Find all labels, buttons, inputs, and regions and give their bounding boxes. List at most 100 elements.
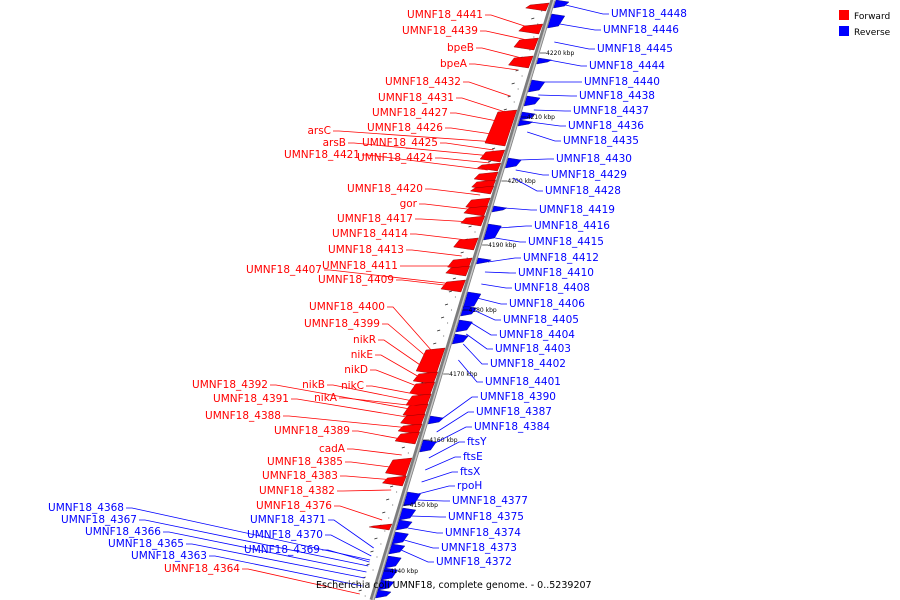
reverse-connector — [533, 109, 571, 112]
forward-connector — [406, 249, 462, 257]
reverse-gene-label: UMNF18_4405 — [503, 314, 579, 326]
legend-swatch-reverse — [839, 26, 849, 36]
reverse-connector — [538, 94, 577, 97]
forward-gene-label: UMNF18_4421 — [284, 149, 360, 161]
forward-gene-label: UMNF18_4426 — [367, 122, 443, 134]
legend-label-forward: Forward — [854, 12, 890, 22]
forward-gene-label: UMNF18_4388 — [205, 410, 281, 422]
forward-gene-label: UMNF18_4391 — [213, 393, 289, 405]
forward-gene-label: UMNF18_4425 — [362, 137, 438, 149]
reverse-feature — [505, 157, 522, 169]
forward-connector — [469, 63, 518, 71]
reverse-connector — [477, 297, 507, 305]
reverse-feature — [553, 0, 570, 9]
reverse-gene-label: UMNF18_4436 — [568, 120, 644, 132]
forward-connector — [291, 398, 413, 419]
reverse-connector — [484, 271, 516, 274]
reverse-feature — [375, 589, 392, 599]
forward-connector — [410, 233, 467, 241]
reverse-feature — [419, 439, 437, 453]
reverse-connector — [421, 471, 458, 483]
forward-feature — [469, 185, 495, 195]
reverse-gene-label: UMNF18_4390 — [480, 391, 556, 403]
reverse-gene-label: UMNF18_4440 — [584, 76, 660, 88]
reverse-feature — [455, 319, 473, 333]
forward-connector — [348, 142, 492, 157]
reverse-feature — [519, 111, 536, 121]
forward-gene-label: UMNF18_4427 — [372, 107, 448, 119]
reverse-connector — [209, 555, 363, 587]
reverse-feature — [527, 79, 546, 93]
reverse-connector — [411, 515, 446, 518]
reverse-gene-label: UMNF18_4416 — [534, 220, 610, 232]
forward-connector — [362, 154, 488, 171]
minor-mark — [460, 251, 464, 254]
reverse-gene-label: UMNF18_4365 — [108, 538, 184, 550]
forward-gene-label: nikB — [302, 379, 325, 391]
tick-label: 4160 kbp — [429, 437, 457, 444]
forward-gene-label: UMNF18_4389 — [274, 425, 350, 437]
reverse-connector — [481, 283, 512, 289]
reverse-feature — [427, 415, 444, 425]
forward-connector — [485, 14, 531, 29]
forward-gene-label: UMNF18_4376 — [256, 500, 332, 512]
forward-connector — [334, 505, 383, 521]
reverse-connector — [527, 131, 561, 142]
forward-gene-label: UMNF18_4383 — [262, 470, 338, 482]
reverse-gene-label: UMNF18_4369 — [244, 544, 320, 556]
minor-mark — [515, 69, 519, 72]
reverse-gene-label: UMNF18_4368 — [48, 502, 124, 514]
tick-label: 4150 kbp — [410, 502, 438, 509]
reverse-gene-label: UMNF18_4374 — [445, 527, 521, 539]
reverse-connector — [403, 539, 439, 549]
minor-mark — [386, 498, 390, 501]
legend-label-reverse: Reverse — [854, 28, 891, 38]
reverse-gene-label: UMNF18_4408 — [514, 282, 590, 294]
forward-connector — [337, 489, 392, 492]
forward-gene-label: UMNF18_4385 — [267, 456, 343, 468]
minor-mark — [507, 95, 511, 98]
forward-gene-label: UMNF18_4431 — [378, 92, 454, 104]
forward-connector — [435, 157, 490, 164]
reverse-gene-label: UMNF18_4367 — [61, 514, 137, 526]
reverse-connector — [139, 519, 369, 567]
reverse-gene-label: UMNF18_4435 — [563, 135, 639, 147]
forward-feature — [440, 279, 466, 293]
reverse-connector — [487, 257, 521, 263]
forward-feature — [381, 475, 407, 487]
forward-feature — [369, 523, 393, 531]
reverse-gene-label: ftsY — [467, 436, 487, 448]
reverse-gene-label: UMNF18_4384 — [474, 421, 550, 433]
reverse-gene-label: UMNF18_4401 — [485, 376, 561, 388]
forward-gene-label: cadA — [319, 443, 346, 455]
forward-connector — [333, 130, 497, 143]
reverse-gene-label: UMNF18_4373 — [441, 542, 517, 554]
forward-connector — [419, 203, 476, 211]
forward-connector — [270, 384, 416, 411]
forward-feature — [453, 237, 479, 251]
reverse-gene-label: UMNF18_4415 — [528, 236, 604, 248]
forward-feature — [513, 37, 539, 51]
minor-mark — [358, 589, 362, 592]
forward-gene-label: UMNF18_4439 — [402, 25, 478, 37]
forward-gene-label: UMNF18_4413 — [328, 244, 404, 256]
reverse-feature — [377, 579, 395, 591]
reverse-connector — [328, 519, 374, 549]
reverse-gene-label: UMNF18_4404 — [499, 329, 575, 341]
reverse-connector — [458, 359, 483, 383]
reverse-connector — [530, 121, 566, 127]
reverse-gene-label: ftsX — [460, 466, 480, 478]
forward-connector — [387, 306, 434, 353]
forward-feature — [525, 2, 550, 12]
forward-connector — [463, 81, 511, 97]
forward-connector — [242, 568, 360, 595]
minor-mark — [468, 225, 472, 228]
reverse-connector — [518, 158, 554, 161]
reverse-connector — [126, 507, 371, 561]
reverse-gene-label: UMNF18_4438 — [579, 90, 655, 102]
reverse-gene-label: UMNF18_4444 — [589, 60, 665, 72]
reverse-gene-label: UMNF18_4419 — [539, 204, 615, 216]
minor-mark — [452, 277, 456, 280]
reverse-connector — [186, 543, 365, 579]
